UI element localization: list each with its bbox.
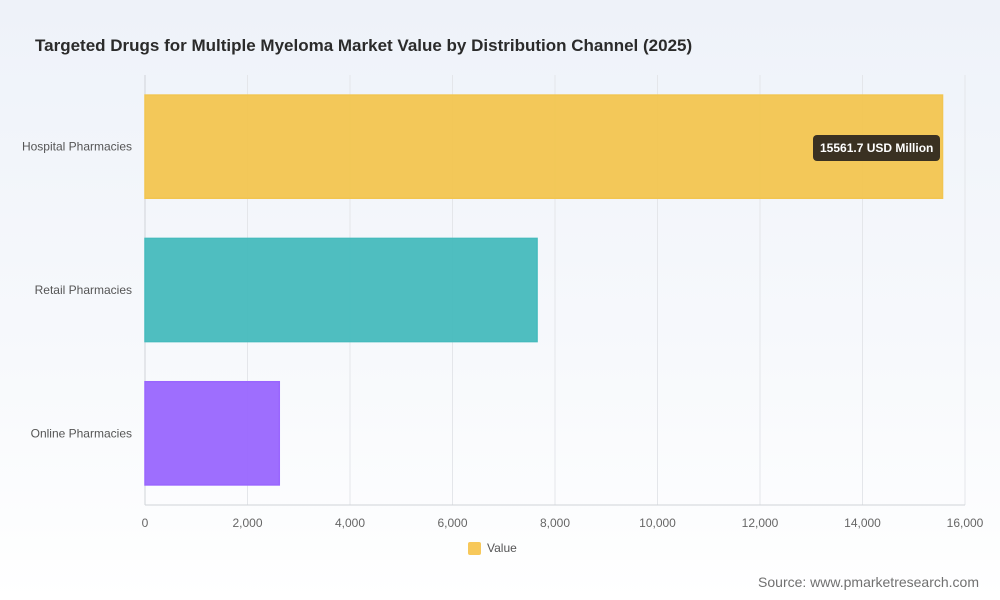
x-tick-label: 6,000 <box>437 516 467 530</box>
x-tick-labels: 0 2,000 4,000 6,000 8,000 10,000 12,000 14,000 1… <box>142 516 984 530</box>
category-label: Online Pharmacies <box>31 426 132 440</box>
x-tick-label: 8,000 <box>540 516 570 530</box>
legend[interactable]: Value <box>468 541 517 555</box>
bar-retail-pharmacies[interactable] <box>144 237 538 343</box>
legend-label: Value <box>487 541 517 555</box>
category-labels: Hospital Pharmacies Retail Pharmacies Onli… <box>22 140 132 441</box>
x-tick-label: 10,000 <box>639 516 676 530</box>
category-label: Hospital Pharmacies <box>22 140 132 154</box>
bars <box>144 94 944 486</box>
x-tick-label: 16,000 <box>947 516 984 530</box>
x-tick-label: 0 <box>142 516 149 530</box>
x-tick-label: 14,000 <box>844 516 881 530</box>
value-tooltip: 15561.7 USD Million <box>813 135 941 161</box>
x-tick-label: 2,000 <box>232 516 262 530</box>
x-tick-label: 4,000 <box>335 516 365 530</box>
bar-online-pharmacies[interactable] <box>144 380 281 486</box>
x-tick-label: 12,000 <box>742 516 779 530</box>
chart-title: Targeted Drugs for Multiple Myeloma Mark… <box>35 36 693 55</box>
source-text: Source: www.pmarketresearch.com <box>758 574 979 590</box>
legend-swatch <box>468 541 481 555</box>
category-label: Retail Pharmacies <box>35 283 132 297</box>
bar-hospital-pharmacies[interactable] <box>144 94 944 200</box>
